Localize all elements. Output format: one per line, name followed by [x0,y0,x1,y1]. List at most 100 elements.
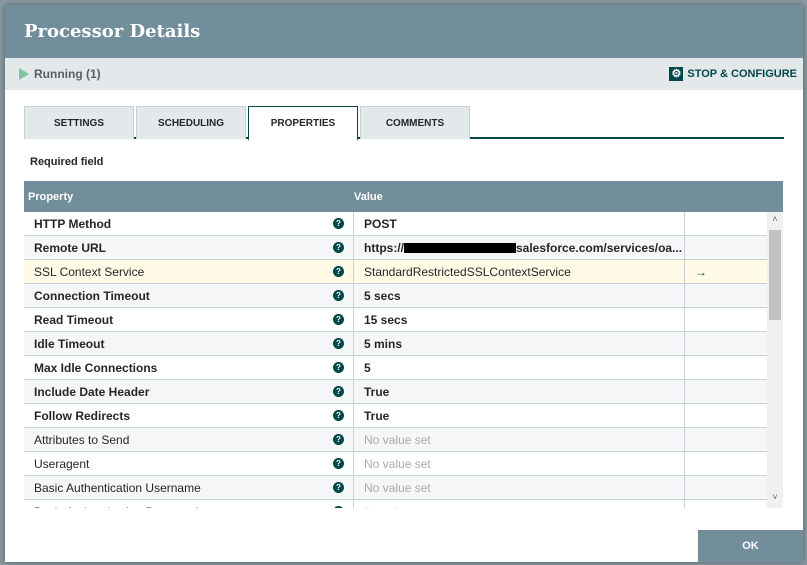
status-state: Running [34,67,83,81]
value-cell[interactable]: 5 [354,356,685,379]
help-icon[interactable]: ? [333,482,344,493]
action-cell [685,500,767,508]
property-name: Idle Timeout [34,336,105,351]
help-icon[interactable]: ? [333,434,344,445]
property-name: Max Idle Connections [34,360,158,375]
value-cell[interactable]: StandardRestrictedSSLContextService [354,260,685,283]
value-cell[interactable]: 15 secs [354,308,685,331]
table-row[interactable]: Idle Timeout? 5 mins [24,332,767,356]
value-cell[interactable]: 5 mins [354,332,685,355]
table-row[interactable]: Basic Authentication Password? No value … [24,500,767,508]
dialog-title: Processor Details [5,5,803,58]
property-value: No value set [364,432,431,447]
table-row[interactable]: HTTP Method? POST [24,212,767,236]
property-value: salesforce.com/services/oa... [516,240,683,255]
stop-configure-button[interactable]: ⚙ STOP & CONFIGURE [669,67,797,81]
action-cell [685,212,767,235]
property-name: Useragent [34,456,90,471]
table-row[interactable]: Connection Timeout? 5 secs [24,284,767,308]
help-icon[interactable]: ? [333,290,344,301]
scroll-up-icon[interactable]: ˄ [772,214,778,224]
table-row[interactable]: Useragent? No value set [24,452,767,476]
help-icon[interactable]: ? [333,386,344,397]
property-name: HTTP Method [34,216,112,231]
property-value: True [364,384,390,399]
table-row[interactable]: Basic Authentication Username? No value … [24,476,767,500]
play-icon [19,68,29,80]
action-cell [685,380,767,403]
help-icon[interactable]: ? [333,338,344,349]
redacted-region [404,242,516,253]
tab-settings[interactable]: SETTINGS [24,106,134,139]
stop-configure-label: STOP & CONFIGURE [687,68,797,80]
action-cell [685,356,767,379]
value-cell[interactable]: 5 secs [354,284,685,307]
property-value: POST [364,216,397,231]
property-name: Include Date Header [34,384,150,399]
header-value: Value [354,190,383,203]
status-bar: Running (1) ⚙ STOP & CONFIGURE [5,58,803,90]
property-name: Basic Authentication Username [34,480,201,495]
tab-scheduling[interactable]: SCHEDULING [136,106,246,139]
property-name: Basic Authentication Password [34,505,198,509]
tab-properties[interactable]: PROPERTIES [248,106,358,141]
property-value: No value set [364,480,431,495]
property-value: 5 [364,360,371,375]
action-cell [685,284,767,307]
table-row[interactable]: SSL Context Service? StandardRestrictedS… [24,260,767,284]
property-name: Read Timeout [34,312,114,327]
help-icon[interactable]: ? [333,266,344,277]
property-value: 15 secs [364,312,408,327]
scroll-down-icon[interactable]: ˅ [772,492,778,502]
help-icon[interactable]: ? [333,410,344,421]
value-cell[interactable]: https:// salesforce.com/services/oa... [354,236,685,259]
scrollbar[interactable]: ˄ ˅ [767,212,783,508]
properties-table: Property Value HTTP Method? POST Remote … [24,181,783,508]
gear-icon: ⚙ [669,67,684,81]
value-cell[interactable]: True [354,404,685,427]
action-cell [685,476,767,499]
processor-details-dialog: Processor Details Running (1) ⚙ STOP & C… [5,5,803,562]
go-to-arrow-icon[interactable]: → [695,264,707,279]
property-value: True [364,408,390,423]
action-cell [685,452,767,475]
table-row[interactable]: Remote URL? https:// salesforce.com/servi… [24,236,767,260]
value-cell[interactable]: No value set [354,476,685,499]
value-cell[interactable]: POST [354,212,685,235]
action-cell [685,404,767,427]
value-cell[interactable]: True [354,380,685,403]
table-row[interactable]: Follow Redirects? True [24,404,767,428]
value-cell[interactable]: No value set [354,428,685,451]
help-icon[interactable]: ? [333,458,344,469]
help-icon[interactable]: ? [333,362,344,373]
value-cell[interactable]: No value set [354,500,685,508]
action-cell: → [685,260,767,283]
header-property: Property [28,190,74,203]
property-name: Attributes to Send [34,432,130,447]
table-row[interactable]: Read Timeout? 15 secs [24,308,767,332]
help-icon[interactable]: ? [333,242,344,253]
value-cell[interactable]: No value set [354,452,685,475]
property-name: Follow Redirects [34,408,131,423]
table-row[interactable]: Max Idle Connections? 5 [24,356,767,380]
table-header: Property Value [24,181,783,212]
property-value: StandardRestrictedSSLContextService [364,264,571,279]
action-cell [685,332,767,355]
property-name: SSL Context Service [34,264,145,279]
run-status: Running (1) [19,67,101,81]
ok-button[interactable]: OK [698,530,803,562]
status-count: (1) [86,67,101,81]
action-cell [685,308,767,331]
property-value: No value set [364,505,431,509]
action-cell [685,236,767,259]
help-icon[interactable]: ? [333,218,344,229]
value-prefix: https:// [364,240,404,255]
scrollbar-thumb[interactable] [769,230,781,320]
help-icon[interactable]: ? [333,314,344,325]
table-row[interactable]: Attributes to Send? No value set [24,428,767,452]
tab-bar: SETTINGS SCHEDULING PROPERTIES COMMENTS [24,106,784,141]
help-icon[interactable]: ? [333,506,344,508]
table-row[interactable]: Include Date Header? True [24,380,767,404]
tab-comments[interactable]: COMMENTS [360,106,470,139]
property-name: Remote URL [34,240,107,255]
